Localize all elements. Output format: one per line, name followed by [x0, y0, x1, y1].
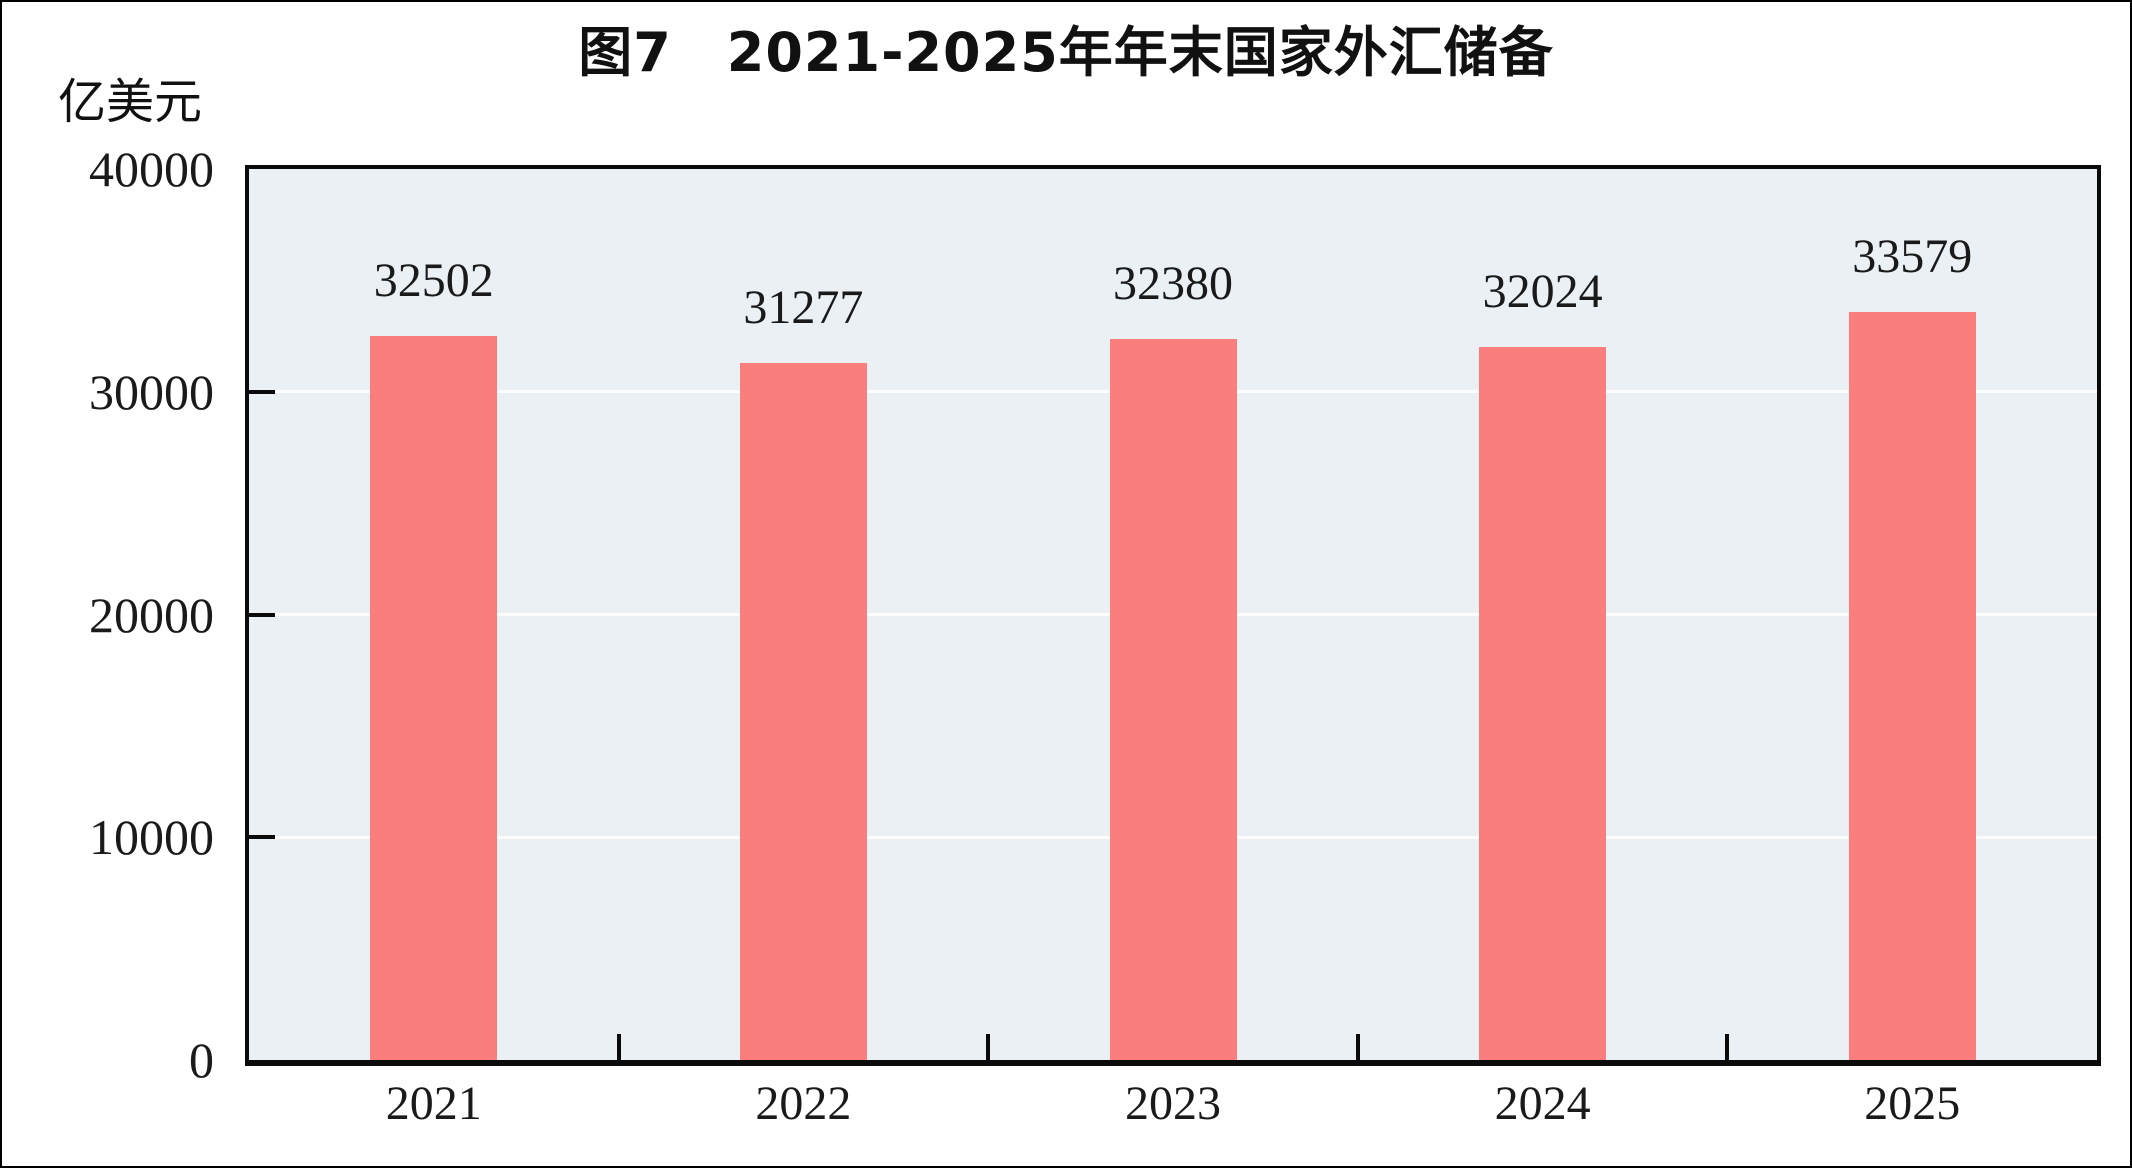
- y-tick-20000: [249, 612, 275, 617]
- y-tick-30000: [249, 389, 275, 394]
- bar-value-label-2024: 32024: [1482, 264, 1603, 318]
- y-tick-label-30000: 30000: [89, 363, 214, 420]
- x-tick-label-2021: 2021: [385, 1077, 482, 1130]
- x-tick-4: [1725, 1034, 1730, 1060]
- plot-area: 32502 31277 32380 32024 33579: [245, 165, 2101, 1066]
- y-tick-label-20000: 20000: [89, 586, 214, 643]
- bar-2023: [1109, 338, 1237, 1060]
- chart-title: 图7 2021-2025年年末国家外汇储备: [578, 21, 1554, 84]
- bar-value-label-2023: 32380: [1113, 256, 1233, 310]
- x-tick-1: [616, 1034, 621, 1060]
- bar-value-label-2022: 31277: [743, 281, 864, 335]
- y-tick-label-40000: 40000: [89, 141, 214, 197]
- x-tick-3: [1355, 1034, 1360, 1060]
- bar-2021: [370, 336, 498, 1060]
- y-tick-10000: [249, 835, 275, 840]
- x-tick-label-2025: 2025: [1864, 1077, 1961, 1130]
- bar-2025: [1848, 312, 1976, 1060]
- x-tick-label-2023: 2023: [1125, 1077, 1221, 1130]
- bar-value-label-2025: 33579: [1852, 230, 1973, 284]
- bar-2024: [1479, 346, 1607, 1060]
- y-axis-unit-label: 亿美元: [58, 76, 203, 129]
- y-tick-label-0: 0: [189, 1032, 214, 1088]
- x-tick-2: [986, 1034, 991, 1060]
- y-tick-label-10000: 10000: [89, 809, 214, 866]
- bar-2022: [739, 363, 867, 1060]
- x-tick-label-2022: 2022: [755, 1077, 852, 1130]
- bar-value-label-2021: 32502: [373, 254, 494, 308]
- x-tick-label-2024: 2024: [1494, 1077, 1591, 1130]
